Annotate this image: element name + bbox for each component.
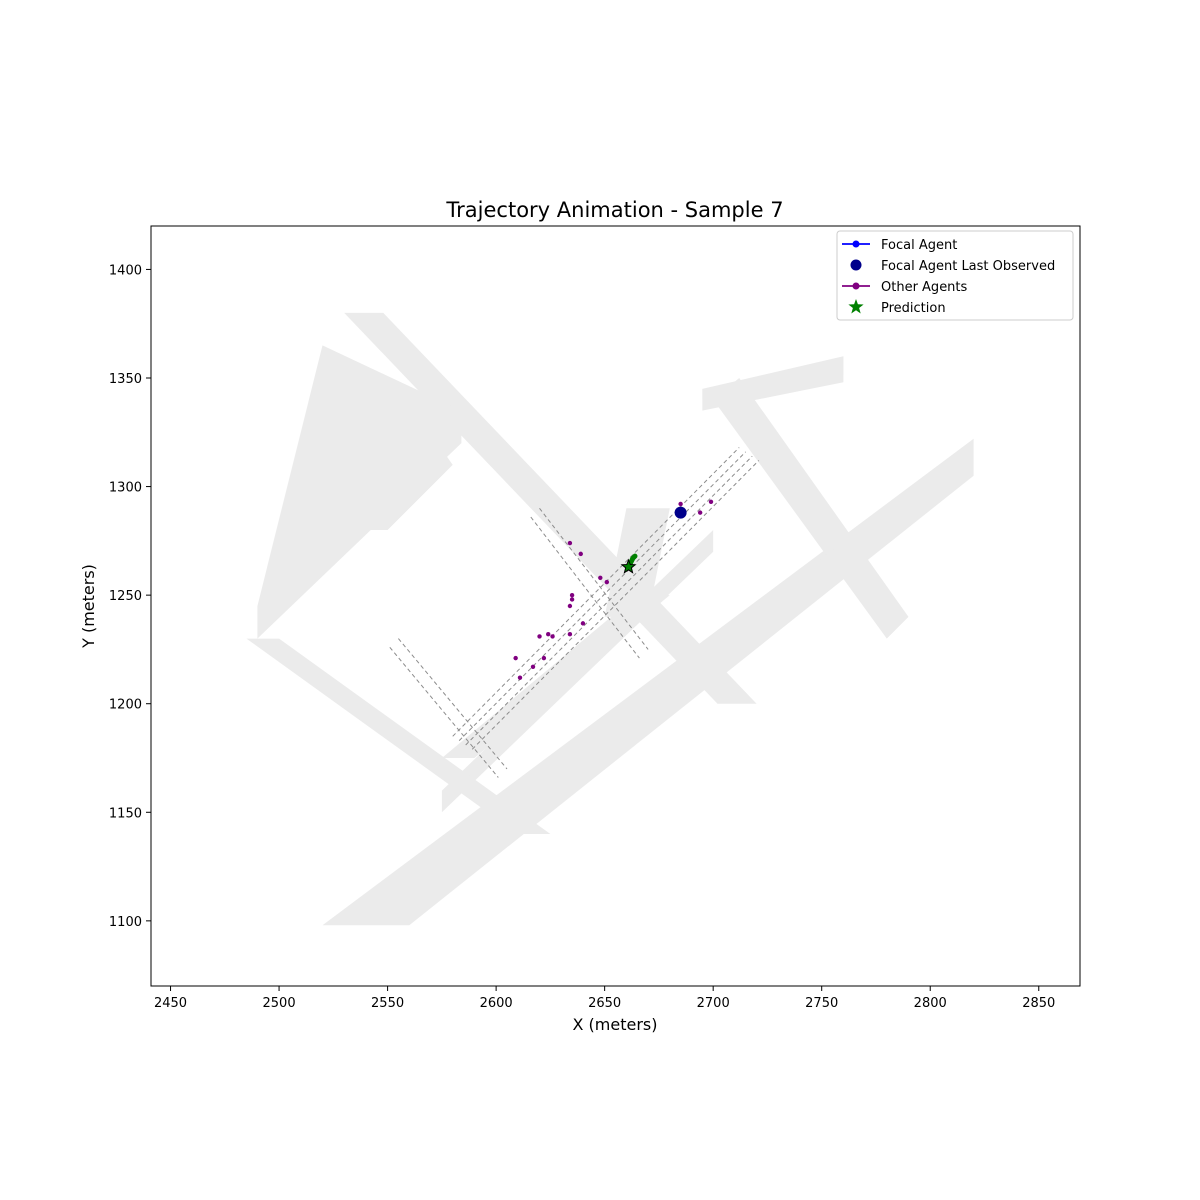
y-tick-label: 1300 [109,481,142,496]
legend-dot-marker [852,240,860,248]
y-axis-label: Y (meters) [79,564,98,649]
y-tick-label: 1150 [109,806,142,821]
other-agent-point [513,655,518,661]
other-agent-point [550,634,555,639]
lane-line [539,507,649,650]
road-polygon [246,638,551,834]
legend-label: Focal Agent Last Observed [881,259,1055,274]
x-tick-label: 2650 [588,996,621,1011]
x-tick-label: 2600 [480,996,513,1011]
legend-box [836,230,1074,321]
lane-line [458,451,747,741]
legend-star-marker [848,299,864,314]
other-agent-point [567,603,573,609]
y-tick-label: 1100 [109,915,142,930]
lane-line [530,516,640,659]
legend-label: Prediction [881,301,946,316]
legend-label: Other Agents [881,280,968,295]
other-agent-point [567,540,573,546]
road-polygon [441,595,670,758]
lane-line [398,638,508,770]
x-tick-label: 2850 [1022,996,1055,1011]
other-agent-point [537,634,542,639]
plot-frame [150,225,1081,987]
other-agent-point [517,675,523,680]
other-agent-point [697,510,703,515]
other-agent-point [530,664,536,669]
other-agent-point [569,592,575,598]
x-tick-label: 2450 [154,996,187,1011]
prediction-star [620,558,637,574]
other-agent-point [708,499,714,504]
lane-line [452,447,740,737]
y-tick-label: 1400 [109,263,142,278]
other-agent-point [580,621,586,626]
marks-layer [513,499,714,680]
focal-agent-last-observed [674,506,687,519]
legend-label: Focal Agent [881,238,957,253]
x-axis: 2450 2500 2550 2600 2650 2700 2750 2800 2850 [154,986,1055,1011]
y-tick-label: 1250 [109,589,142,604]
x-tick-label: 2550 [371,996,404,1011]
other-agent-point [678,501,683,507]
road-polygon [409,432,442,487]
chart-title: Trajectory Animation - Sample 7 [445,198,783,222]
x-tick-label: 2700 [697,996,730,1011]
other-agent-point [569,597,575,602]
legend: Focal Agent Focal Agent Last Observed Othe… [836,230,1074,321]
other-agent-point [567,632,573,637]
y-tick-label: 1200 [109,698,142,713]
y-axis: 1100 1150 1200 1250 1300 1350 1400 [109,263,151,930]
lane-line [471,460,760,750]
lane-line [389,646,499,778]
road-polygon [745,508,920,617]
x-tick-label: 2750 [805,996,838,1011]
legend-dot-marker [852,282,860,290]
map-layer [246,312,974,926]
road-polygon [713,378,909,639]
x-tick-label: 2500 [263,996,296,1011]
other-agent-point [604,579,610,585]
legend-dot-marker [850,259,862,271]
lane-line [465,455,753,746]
other-agent-point [546,632,551,637]
x-axis-label: X (meters) [573,1015,658,1034]
other-agent-point [598,575,603,580]
y-tick-label: 1350 [109,372,142,387]
x-tick-label: 2800 [914,996,947,1011]
road-polygon [322,421,453,530]
lane-layer [389,447,760,778]
other-agent-point [541,655,547,661]
road-polygon [322,438,974,926]
other-agent-point [578,551,583,557]
